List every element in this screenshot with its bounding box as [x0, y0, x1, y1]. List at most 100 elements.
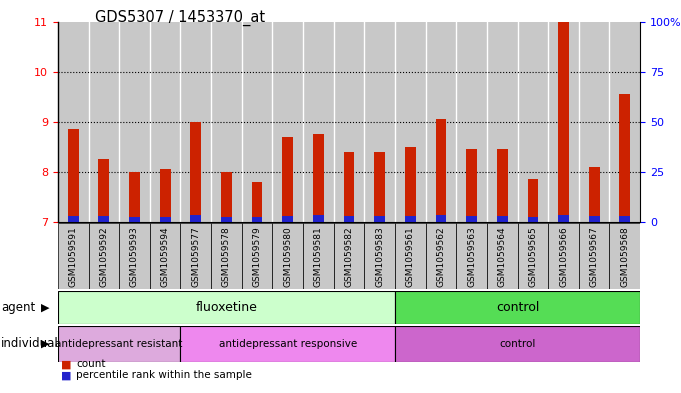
Bar	[518, 22, 548, 222]
Bar	[344, 216, 354, 222]
Bar	[344, 152, 354, 222]
Bar	[180, 22, 211, 222]
Bar	[58, 223, 89, 289]
Bar	[303, 223, 334, 289]
Bar	[313, 215, 323, 222]
Bar	[436, 119, 446, 222]
Bar	[395, 223, 426, 289]
Bar	[150, 22, 180, 222]
Bar	[466, 149, 477, 222]
Bar	[405, 147, 415, 222]
Text: GSM1059594: GSM1059594	[161, 226, 170, 287]
Text: GSM1059567: GSM1059567	[590, 226, 599, 287]
Bar	[426, 22, 456, 222]
Bar	[221, 172, 232, 222]
Text: ■: ■	[61, 359, 72, 369]
Text: ▶: ▶	[41, 339, 49, 349]
Bar	[395, 22, 426, 222]
Bar	[620, 215, 630, 222]
Text: GSM1059582: GSM1059582	[345, 226, 353, 287]
Bar	[548, 223, 579, 289]
Bar	[180, 223, 211, 289]
Bar	[364, 22, 395, 222]
Bar	[589, 216, 599, 222]
Text: GSM1059566: GSM1059566	[559, 226, 568, 287]
Bar	[303, 22, 334, 222]
Text: control: control	[496, 301, 539, 314]
Bar	[252, 182, 262, 222]
Bar	[242, 22, 272, 222]
Bar	[405, 216, 415, 222]
Text: GSM1059593: GSM1059593	[130, 226, 139, 287]
Text: GSM1059568: GSM1059568	[620, 226, 629, 287]
Text: ▶: ▶	[41, 303, 49, 312]
Text: percentile rank within the sample: percentile rank within the sample	[76, 370, 252, 380]
Bar	[242, 223, 272, 289]
Text: GSM1059591: GSM1059591	[69, 226, 78, 287]
Bar	[272, 223, 303, 289]
Bar	[528, 180, 538, 222]
Bar	[89, 22, 119, 222]
Text: GSM1059564: GSM1059564	[498, 226, 507, 287]
Text: agent: agent	[1, 301, 35, 314]
Bar	[395, 291, 640, 324]
Bar	[456, 223, 487, 289]
Bar	[487, 223, 518, 289]
Bar	[283, 215, 293, 222]
Text: GSM1059583: GSM1059583	[375, 226, 384, 287]
Bar	[68, 129, 78, 222]
Text: GDS5307 / 1453370_at: GDS5307 / 1453370_at	[95, 10, 266, 26]
Bar	[334, 22, 364, 222]
Bar	[558, 215, 569, 222]
Bar	[221, 217, 232, 222]
Bar	[191, 215, 201, 222]
Text: GSM1059561: GSM1059561	[406, 226, 415, 287]
Bar	[497, 149, 507, 222]
Bar	[58, 291, 395, 324]
Bar	[518, 223, 548, 289]
Bar	[620, 94, 630, 222]
Text: GSM1059578: GSM1059578	[222, 226, 231, 287]
Bar	[436, 215, 446, 222]
Bar	[497, 215, 507, 222]
Bar	[160, 169, 170, 222]
Bar	[160, 217, 170, 222]
Bar	[211, 22, 242, 222]
Bar	[589, 167, 599, 222]
Bar	[579, 22, 609, 222]
Bar	[272, 22, 303, 222]
Text: GSM1059592: GSM1059592	[99, 226, 108, 287]
Bar	[426, 223, 456, 289]
Bar	[364, 223, 395, 289]
Bar	[99, 215, 109, 222]
Text: individual: individual	[1, 337, 59, 351]
Bar	[58, 326, 180, 362]
Text: ■: ■	[61, 370, 72, 380]
Bar	[609, 223, 640, 289]
Bar	[119, 22, 150, 222]
Bar	[119, 223, 150, 289]
Text: count: count	[76, 359, 106, 369]
Text: GSM1059562: GSM1059562	[437, 226, 445, 287]
Bar	[129, 172, 140, 222]
Text: GSM1059579: GSM1059579	[253, 226, 262, 287]
Bar	[129, 217, 140, 222]
Bar	[609, 22, 640, 222]
Bar	[548, 22, 579, 222]
Bar	[579, 223, 609, 289]
Bar	[58, 22, 89, 222]
Text: GSM1059580: GSM1059580	[283, 226, 292, 287]
Text: antidepressant responsive: antidepressant responsive	[219, 339, 357, 349]
Bar	[283, 137, 293, 222]
Bar	[395, 326, 640, 362]
Bar	[334, 223, 364, 289]
Text: GSM1059563: GSM1059563	[467, 226, 476, 287]
Bar	[313, 134, 323, 222]
Bar	[89, 223, 119, 289]
Bar	[99, 160, 109, 222]
Text: GSM1059577: GSM1059577	[191, 226, 200, 287]
Bar	[252, 217, 262, 222]
Text: GSM1059565: GSM1059565	[528, 226, 537, 287]
Text: fluoxetine: fluoxetine	[195, 301, 257, 314]
Bar	[191, 122, 201, 222]
